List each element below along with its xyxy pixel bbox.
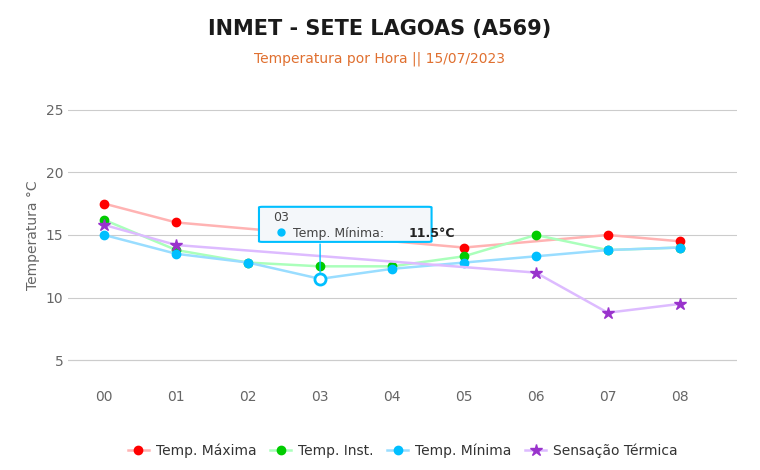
FancyBboxPatch shape xyxy=(259,207,432,242)
Text: INMET - SETE LAGOAS (A569): INMET - SETE LAGOAS (A569) xyxy=(208,19,552,39)
Text: 03: 03 xyxy=(274,211,290,224)
Y-axis label: Temperatura °C: Temperatura °C xyxy=(27,180,40,290)
Legend: Temp. Máxima, Temp. Inst., Temp. Mínima, Sensação Térmica: Temp. Máxima, Temp. Inst., Temp. Mínima,… xyxy=(122,438,683,463)
Text: Temp. Mínima:: Temp. Mínima: xyxy=(293,227,388,240)
Text: 11.5°C: 11.5°C xyxy=(409,227,455,240)
Text: Temperatura por Hora || 15/07/2023: Temperatura por Hora || 15/07/2023 xyxy=(255,52,505,66)
